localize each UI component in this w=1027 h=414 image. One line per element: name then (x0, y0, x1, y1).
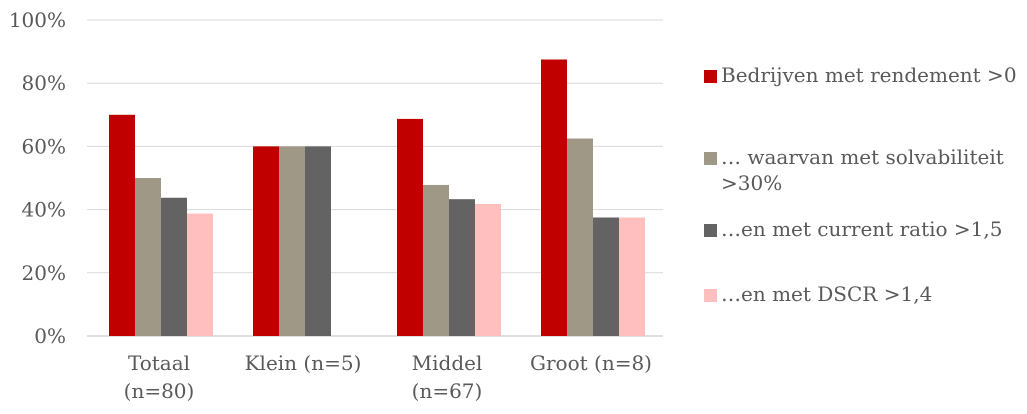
legend-swatch (704, 289, 717, 302)
bar (449, 199, 475, 336)
bar (109, 114, 135, 336)
legend-label: … waarvan met solvabiliteit >30% (721, 145, 1004, 195)
bar (305, 146, 331, 336)
y-tick-label: 40% (22, 198, 66, 222)
bar (279, 146, 305, 336)
bar (423, 184, 449, 336)
bar (161, 197, 187, 336)
x-tick-label: Groot (n=8) (530, 351, 652, 375)
legend-item-rendement: Bedrijven met rendement >0 (704, 62, 1017, 88)
legend-swatch (704, 70, 717, 83)
bar (475, 203, 501, 336)
bars (109, 59, 645, 337)
bar (135, 178, 161, 336)
legend-label: …en met current ratio >1,5 (721, 217, 1003, 241)
y-tick-label: 80% (22, 71, 66, 95)
y-tick-label: 0% (34, 324, 66, 348)
bar (253, 146, 279, 336)
y-tick-label: 20% (22, 261, 66, 285)
bar (397, 118, 423, 337)
legend-swatch (704, 224, 717, 237)
x-tick-label: Klein (n=5) (245, 351, 362, 375)
x-axis-labels: Totaal (n=80) Klein (n=5) Middel (n=67) Groot… (124, 351, 652, 403)
legend-label: Bedrijven met rendement >0 (721, 63, 1017, 87)
bar (619, 217, 645, 336)
bar (187, 213, 213, 336)
x-tick-label: Totaal (n=80) (124, 351, 195, 403)
legend-swatch (704, 152, 717, 165)
bar (567, 138, 593, 336)
x-tick-label: Middel (n=67) (412, 351, 483, 403)
legend-label: …en met DSCR >1,4 (721, 282, 933, 306)
legend-item-solvabiliteit: … waarvan met solvabiliteit >30% (704, 144, 1021, 196)
legend-item-dscr: …en met DSCR >1,4 (704, 281, 932, 307)
bar (541, 59, 567, 336)
legend-item-current-ratio: …en met current ratio >1,5 (704, 216, 1002, 242)
y-tick-label: 100% (9, 8, 66, 32)
bar (593, 217, 619, 336)
y-axis-ticks: 0% 20% 40% 60% 80% 100% (9, 8, 66, 348)
y-tick-label: 60% (22, 134, 66, 158)
